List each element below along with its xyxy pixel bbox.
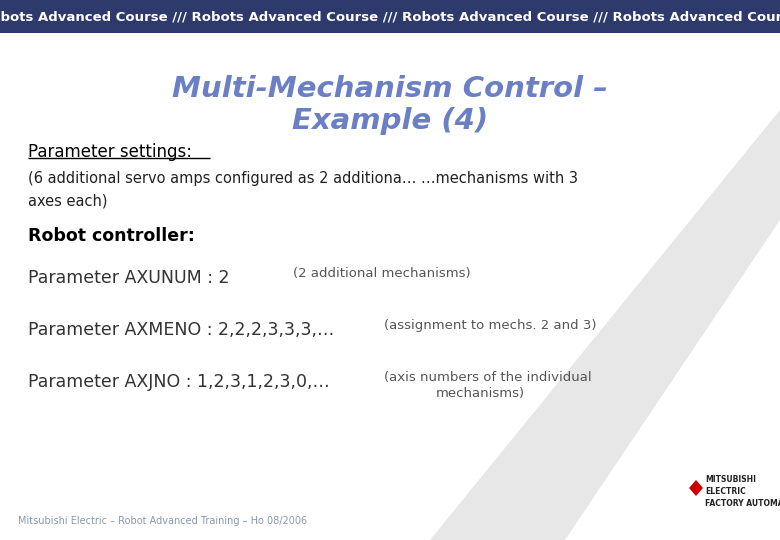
Text: MITSUBISHI
ELECTRIC
FACTORY AUTOMATION: MITSUBISHI ELECTRIC FACTORY AUTOMATION bbox=[705, 475, 780, 508]
Bar bbox=[0, 0, 780, 33]
Text: (2 additional mechanisms): (2 additional mechanisms) bbox=[293, 267, 470, 280]
Text: Parameter AXUNUM : 2: Parameter AXUNUM : 2 bbox=[28, 269, 229, 287]
Text: Robot controller:: Robot controller: bbox=[28, 227, 195, 245]
Text: Parameter settings:: Parameter settings: bbox=[28, 143, 192, 161]
Text: Parameter AXJNO : 1,2,3,1,2,3,0,…: Parameter AXJNO : 1,2,3,1,2,3,0,… bbox=[28, 373, 330, 391]
Text: (axis numbers of the individual: (axis numbers of the individual bbox=[384, 371, 591, 384]
Text: Parameter AXMENO : 2,2,2,3,3,3,…: Parameter AXMENO : 2,2,2,3,3,3,… bbox=[28, 321, 335, 339]
Text: Multi-Mechanism Control –: Multi-Mechanism Control – bbox=[172, 75, 608, 103]
Text: Mitsubishi Electric – Robot Advanced Training – Ho 08/2006: Mitsubishi Electric – Robot Advanced Tra… bbox=[18, 516, 307, 526]
Text: (assignment to mechs. 2 and 3): (assignment to mechs. 2 and 3) bbox=[384, 319, 597, 332]
Text: mechanisms): mechanisms) bbox=[436, 387, 525, 400]
Text: axes each): axes each) bbox=[28, 193, 108, 208]
Polygon shape bbox=[430, 110, 780, 540]
Text: (6 additional servo amps configured as 2 additiona… …mechanisms with 3: (6 additional servo amps configured as 2… bbox=[28, 171, 578, 186]
Text: Example (4): Example (4) bbox=[292, 107, 488, 135]
Text: Robots Advanced Course /// Robots Advanced Course /// Robots Advanced Course ///: Robots Advanced Course /// Robots Advanc… bbox=[0, 10, 780, 23]
Polygon shape bbox=[689, 480, 703, 496]
